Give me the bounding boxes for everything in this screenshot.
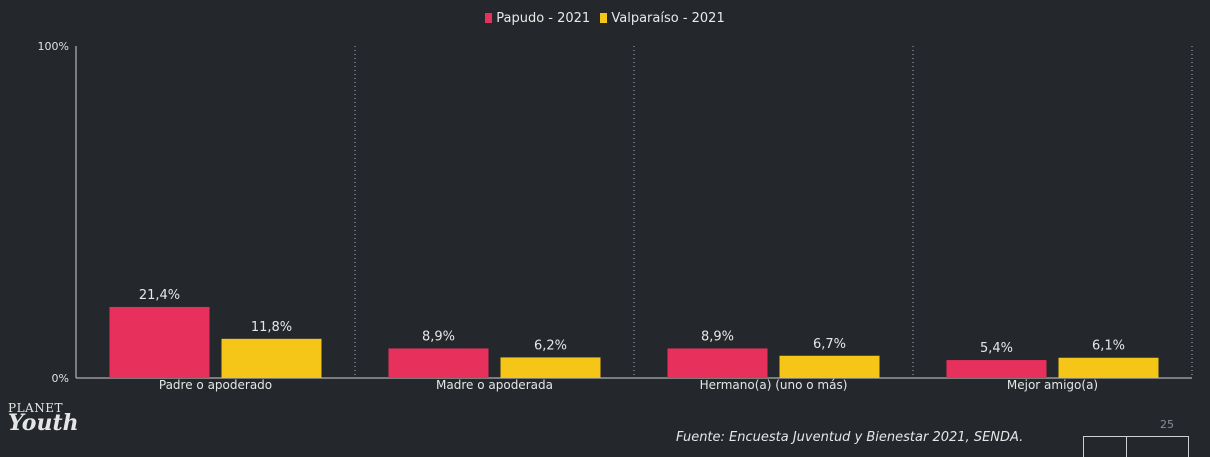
bar	[388, 348, 489, 378]
x-tick-label: Hermano(a) (uno o más)	[700, 378, 848, 392]
data-label: 6,2%	[534, 338, 567, 353]
legend-swatch-valparaiso	[600, 13, 608, 23]
data-label: 11,8%	[251, 320, 292, 335]
data-label: 6,7%	[813, 337, 846, 352]
source-note: Fuente: Encuesta Juventud y Bienestar 20…	[676, 430, 1024, 445]
bar	[500, 357, 601, 378]
corner-box	[1083, 436, 1189, 457]
legend-label-valparaiso: Valparaíso - 2021	[611, 11, 725, 26]
bar	[779, 355, 880, 378]
legend-item-valparaiso: Valparaíso - 2021	[600, 11, 725, 26]
bar	[946, 360, 1047, 378]
x-tick-label: Mejor amigo(a)	[1007, 378, 1098, 392]
corner-box-divider	[1126, 437, 1127, 457]
y-tick-label: 100%	[38, 40, 69, 53]
bar	[667, 348, 768, 378]
data-label: 8,9%	[422, 329, 455, 344]
legend-item-papudo: Papudo - 2021	[485, 11, 590, 26]
planet-youth-logo: PLANET Youth	[8, 402, 79, 434]
chart-legend: Papudo - 2021 Valparaíso - 2021	[0, 11, 1210, 26]
data-label: 6,1%	[1092, 339, 1125, 354]
y-tick-label: 0%	[52, 372, 69, 385]
page-number: 25	[1160, 418, 1174, 431]
legend-label-papudo: Papudo - 2021	[496, 11, 591, 26]
logo-bottom-text: Youth	[8, 410, 79, 436]
bar	[221, 338, 322, 378]
x-tick-label: Padre o apoderado	[159, 378, 272, 392]
bar	[1058, 357, 1159, 378]
bar	[109, 306, 210, 378]
logo-top-text: PLANET	[8, 401, 63, 415]
legend-swatch-papudo	[485, 13, 493, 23]
data-label: 8,9%	[701, 329, 734, 344]
data-label: 5,4%	[980, 341, 1013, 356]
x-tick-label: Madre o apoderada	[436, 378, 553, 392]
data-label: 21,4%	[139, 288, 180, 303]
